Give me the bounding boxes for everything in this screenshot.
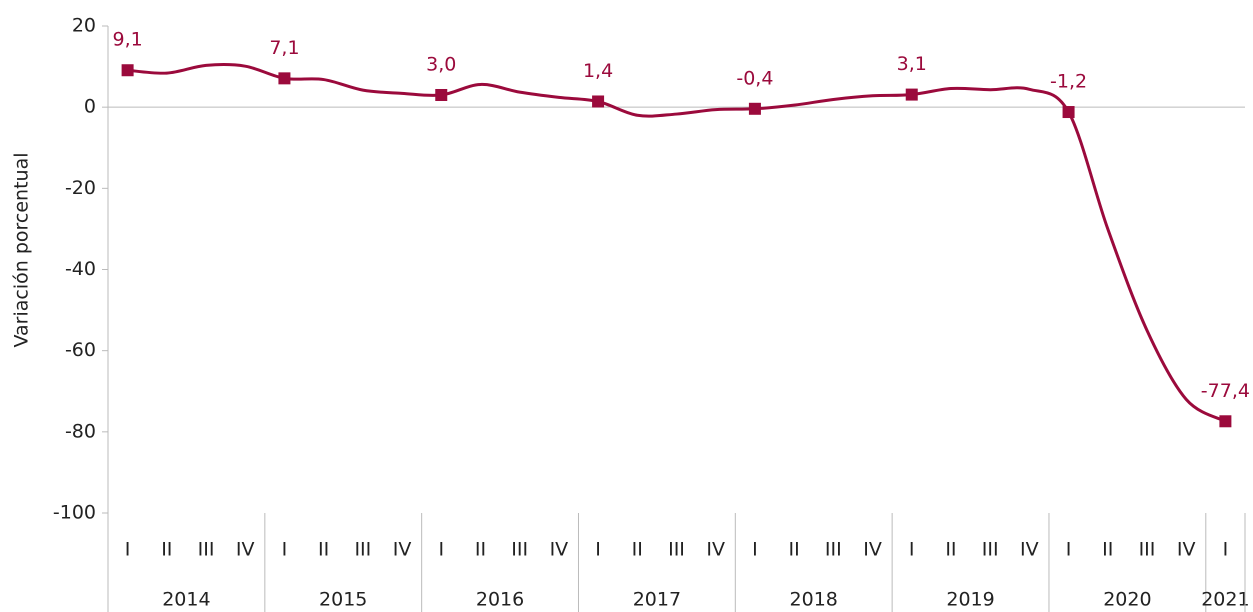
quarter-label: III	[982, 539, 999, 561]
marker	[278, 72, 291, 85]
year-label: 2015	[319, 589, 367, 611]
quarter-label: I	[438, 539, 444, 561]
quarter-label: IV	[1177, 539, 1196, 561]
marker	[1219, 415, 1232, 428]
year-label: 2014	[162, 589, 210, 611]
y-tick-label: -60	[65, 339, 96, 361]
year-label: 2017	[633, 589, 681, 611]
quarter-label: I	[752, 539, 758, 561]
quarter-label: I	[282, 539, 288, 561]
marker	[435, 88, 448, 101]
y-tick-label: -80	[65, 420, 96, 442]
value-label: 3,1	[897, 53, 927, 75]
y-tick-label: 20	[72, 15, 96, 37]
quarter-label: III	[668, 539, 685, 561]
quarter-label: IV	[863, 539, 882, 561]
marker	[748, 102, 761, 115]
marker	[905, 88, 918, 101]
value-label: 9,1	[112, 29, 142, 51]
quarter-label: IV	[236, 539, 255, 561]
marker	[592, 95, 605, 108]
year-label: 2020	[1103, 589, 1151, 611]
quarter-label: III	[825, 539, 842, 561]
value-label: 1,4	[583, 60, 613, 82]
y-tick-label: 0	[84, 96, 96, 118]
quarter-label: II	[475, 539, 486, 561]
quarter-label: III	[198, 539, 215, 561]
quarter-label: I	[1066, 539, 1072, 561]
value-label: -0,4	[736, 67, 773, 89]
marker	[121, 64, 134, 77]
quarter-label: III	[354, 539, 371, 561]
quarter-label: II	[161, 539, 172, 561]
y-axis-label: Variación porcentual	[11, 152, 33, 347]
quarter-label: III	[1139, 539, 1156, 561]
quarter-label: I	[1223, 539, 1229, 561]
y-tick-label: -40	[65, 258, 96, 280]
quarter-label: I	[909, 539, 915, 561]
quarter-label: IV	[393, 539, 412, 561]
marker	[1062, 106, 1075, 119]
quarter-label: III	[511, 539, 528, 561]
quarter-label: IV	[550, 539, 569, 561]
line	[127, 63, 1227, 423]
year-label: 2019	[946, 589, 994, 611]
quarter-label: II	[1102, 539, 1113, 561]
quarter-label: IV	[706, 539, 725, 561]
y-tick-label: -100	[53, 502, 96, 524]
year-label: 2016	[476, 589, 524, 611]
year-label: 2018	[790, 589, 838, 611]
quarter-label: I	[595, 539, 601, 561]
quarter-label: IV	[1020, 539, 1039, 561]
quarter-label: II	[789, 539, 800, 561]
year-label: 2021	[1201, 589, 1249, 611]
value-label: -1,2	[1050, 71, 1087, 93]
quarter-label: I	[125, 539, 131, 561]
value-label: 3,0	[426, 53, 456, 75]
quarter-label: II	[945, 539, 956, 561]
quarter-label: II	[632, 539, 643, 561]
y-tick-label: -20	[65, 177, 96, 199]
quarter-label: II	[318, 539, 329, 561]
value-label: -77,4	[1201, 380, 1250, 402]
value-label: 7,1	[269, 37, 299, 59]
